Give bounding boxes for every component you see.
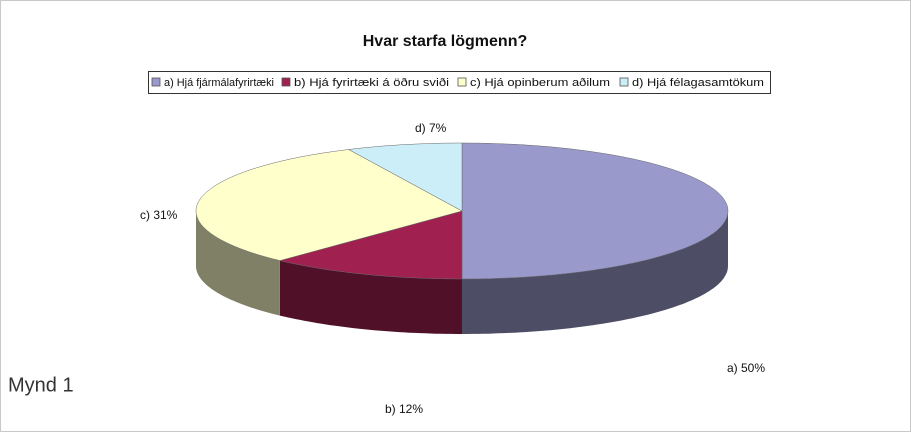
legend-label: d) Hjá félagasamtökum: [632, 77, 764, 89]
data-label: a) 50%: [727, 361, 765, 375]
data-label: c) 31%: [140, 208, 178, 222]
slice: [347, 142, 463, 212]
legend-swatch: [281, 77, 291, 87]
slice: [279, 210, 463, 280]
slice-side: [462, 211, 728, 334]
legend-label: a) Hjá fjármálafyrirtæki: [164, 77, 274, 89]
slice-side: [196, 211, 280, 316]
slice: [461, 142, 729, 280]
data-label: d) 7%: [415, 121, 447, 135]
legend-label: c) Hjá opinberum aðilum: [470, 77, 610, 89]
legend-swatch: [619, 77, 629, 87]
data-label: b) 12%: [385, 402, 423, 416]
chart-title: Hvar starfa lögmenn?: [363, 33, 527, 50]
legend-swatch: [151, 77, 161, 87]
slice: [195, 149, 463, 261]
slice-side: [279, 260, 462, 334]
legend-swatch: [457, 77, 467, 87]
legend-label: b) Hjá fyrirtæki á öðru sviði: [294, 77, 449, 89]
caption: Mynd 1: [8, 374, 74, 396]
